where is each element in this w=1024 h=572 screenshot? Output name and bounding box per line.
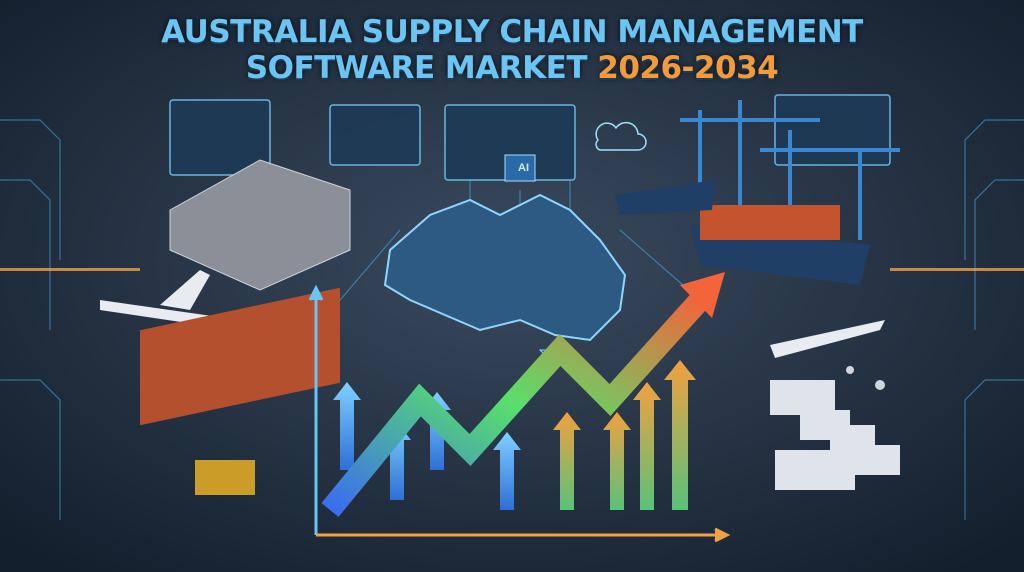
growth-arrow-icon bbox=[321, 292, 709, 517]
cargo-ship-icon bbox=[615, 180, 870, 285]
page-subtitle: SOFTWARE MARKET 2026-2034 bbox=[0, 50, 1024, 86]
dashboard-panels bbox=[169, 94, 891, 181]
page-title: AUSTRALIA SUPPLY CHAIN MANAGEMENT bbox=[161, 14, 863, 50]
subtitle-text: SOFTWARE MARKET bbox=[245, 50, 588, 86]
freight-train-icon bbox=[140, 287, 340, 495]
truck-icon bbox=[770, 380, 900, 490]
glow-streaks bbox=[0, 268, 1024, 271]
cloud-icon bbox=[595, 121, 647, 151]
drone-icon bbox=[846, 366, 885, 390]
warehouse-robot-icon bbox=[169, 159, 351, 291]
port-crane-icon bbox=[680, 100, 900, 240]
ai-chip-label: AI bbox=[518, 162, 529, 174]
forecast-years: 2026-2034 bbox=[597, 50, 779, 86]
chart-axes bbox=[308, 284, 731, 543]
